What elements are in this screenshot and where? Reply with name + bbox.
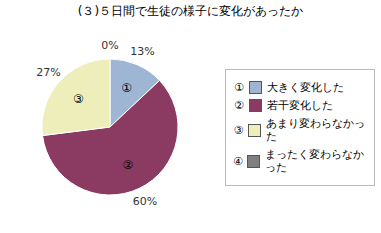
html-text:大きく変化した: 大きく変化した — [267, 81, 344, 94]
svg-text:③: ③ — [73, 92, 84, 106]
svg-text:②: ② — [123, 158, 134, 172]
html-text:まったく変わらなかった: まったく変わらなかった — [264, 148, 364, 174]
html-text:①: ① — [234, 81, 244, 94]
svg-text:27%: 27% — [36, 66, 60, 79]
svg-text:60%: 60% — [133, 195, 157, 208]
html-text:(３)５日間で生徒の様子に変化があったか: (３)５日間で生徒の様子に変化があったか — [77, 4, 304, 18]
svg-text:13%: 13% — [130, 45, 154, 58]
html-text:②: ② — [234, 99, 244, 112]
html-text:あまり変わらなかった: あまり変わらなかった — [266, 117, 365, 143]
html-text:若干変化した: 若干変化した — [267, 99, 333, 112]
svg-text:0%: 0% — [101, 39, 118, 52]
html-text:③: ③ — [233, 123, 244, 137]
html-text:④: ④ — [233, 154, 243, 168]
svg-text:①: ① — [121, 81, 132, 95]
